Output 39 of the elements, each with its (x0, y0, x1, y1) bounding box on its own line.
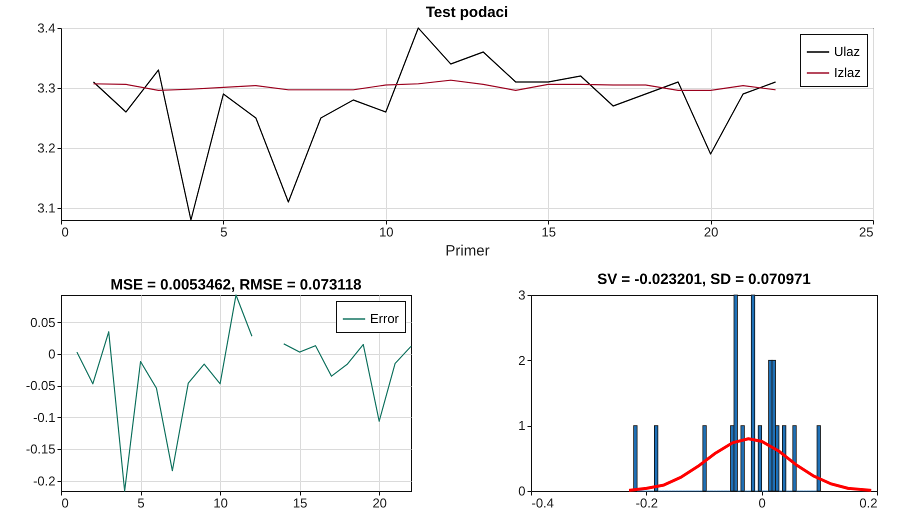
legend-label: Izlaz (834, 65, 861, 80)
line-series (92, 27, 776, 221)
chart-title: Test podaci (426, 4, 508, 21)
x-tick-label: 20 (372, 496, 387, 510)
y-tick-label: 3.4 (37, 20, 56, 36)
y-tick-label: 0 (518, 484, 526, 498)
x-tick-label: 0.2 (859, 496, 878, 510)
y-tick-label: -0.1 (33, 410, 56, 425)
y-tick-label: -0.05 (26, 378, 56, 394)
y-tick-label: 2 (518, 352, 526, 368)
y-tick-label: 3.2 (37, 140, 56, 156)
x-tick-label: -0.4 (532, 496, 554, 510)
x-tick-label: 0 (62, 224, 69, 240)
y-tick-label: 0 (48, 346, 56, 362)
y-tick-label: 1 (518, 418, 526, 434)
x-tick-label: 5 (137, 496, 145, 510)
x-tick-label: 25 (859, 224, 874, 240)
x-tick-label: 15 (541, 224, 556, 240)
x-axis-title: Primer (445, 242, 490, 260)
line-series (628, 437, 873, 492)
chart-title: SV = -0.023201, SD = 0.070971 (597, 271, 811, 288)
y-tick-label: 0.05 (30, 314, 56, 330)
chart-title: MSE = 0.0053462, RMSE = 0.073118 (110, 276, 362, 294)
x-tick-label: -0.2 (636, 496, 658, 510)
line-series (92, 80, 776, 91)
y-tick-label: 3 (518, 288, 526, 302)
x-tick-label: 20 (704, 224, 718, 240)
x-tick-label: 15 (292, 496, 308, 510)
x-tick-label: 0 (758, 496, 766, 510)
x-tick-label: 10 (213, 496, 228, 510)
y-tick-label: -0.2 (33, 473, 56, 488)
legend-label: Error (370, 311, 400, 326)
x-tick-label: 0 (62, 496, 69, 510)
y-tick-label: 3.3 (37, 80, 56, 96)
legend-label: Ulaz (834, 44, 860, 59)
x-tick-label: 5 (220, 224, 228, 240)
y-tick-label: 3.1 (37, 200, 56, 216)
x-tick-label: 10 (379, 224, 394, 240)
y-tick-label: -0.15 (26, 442, 56, 457)
